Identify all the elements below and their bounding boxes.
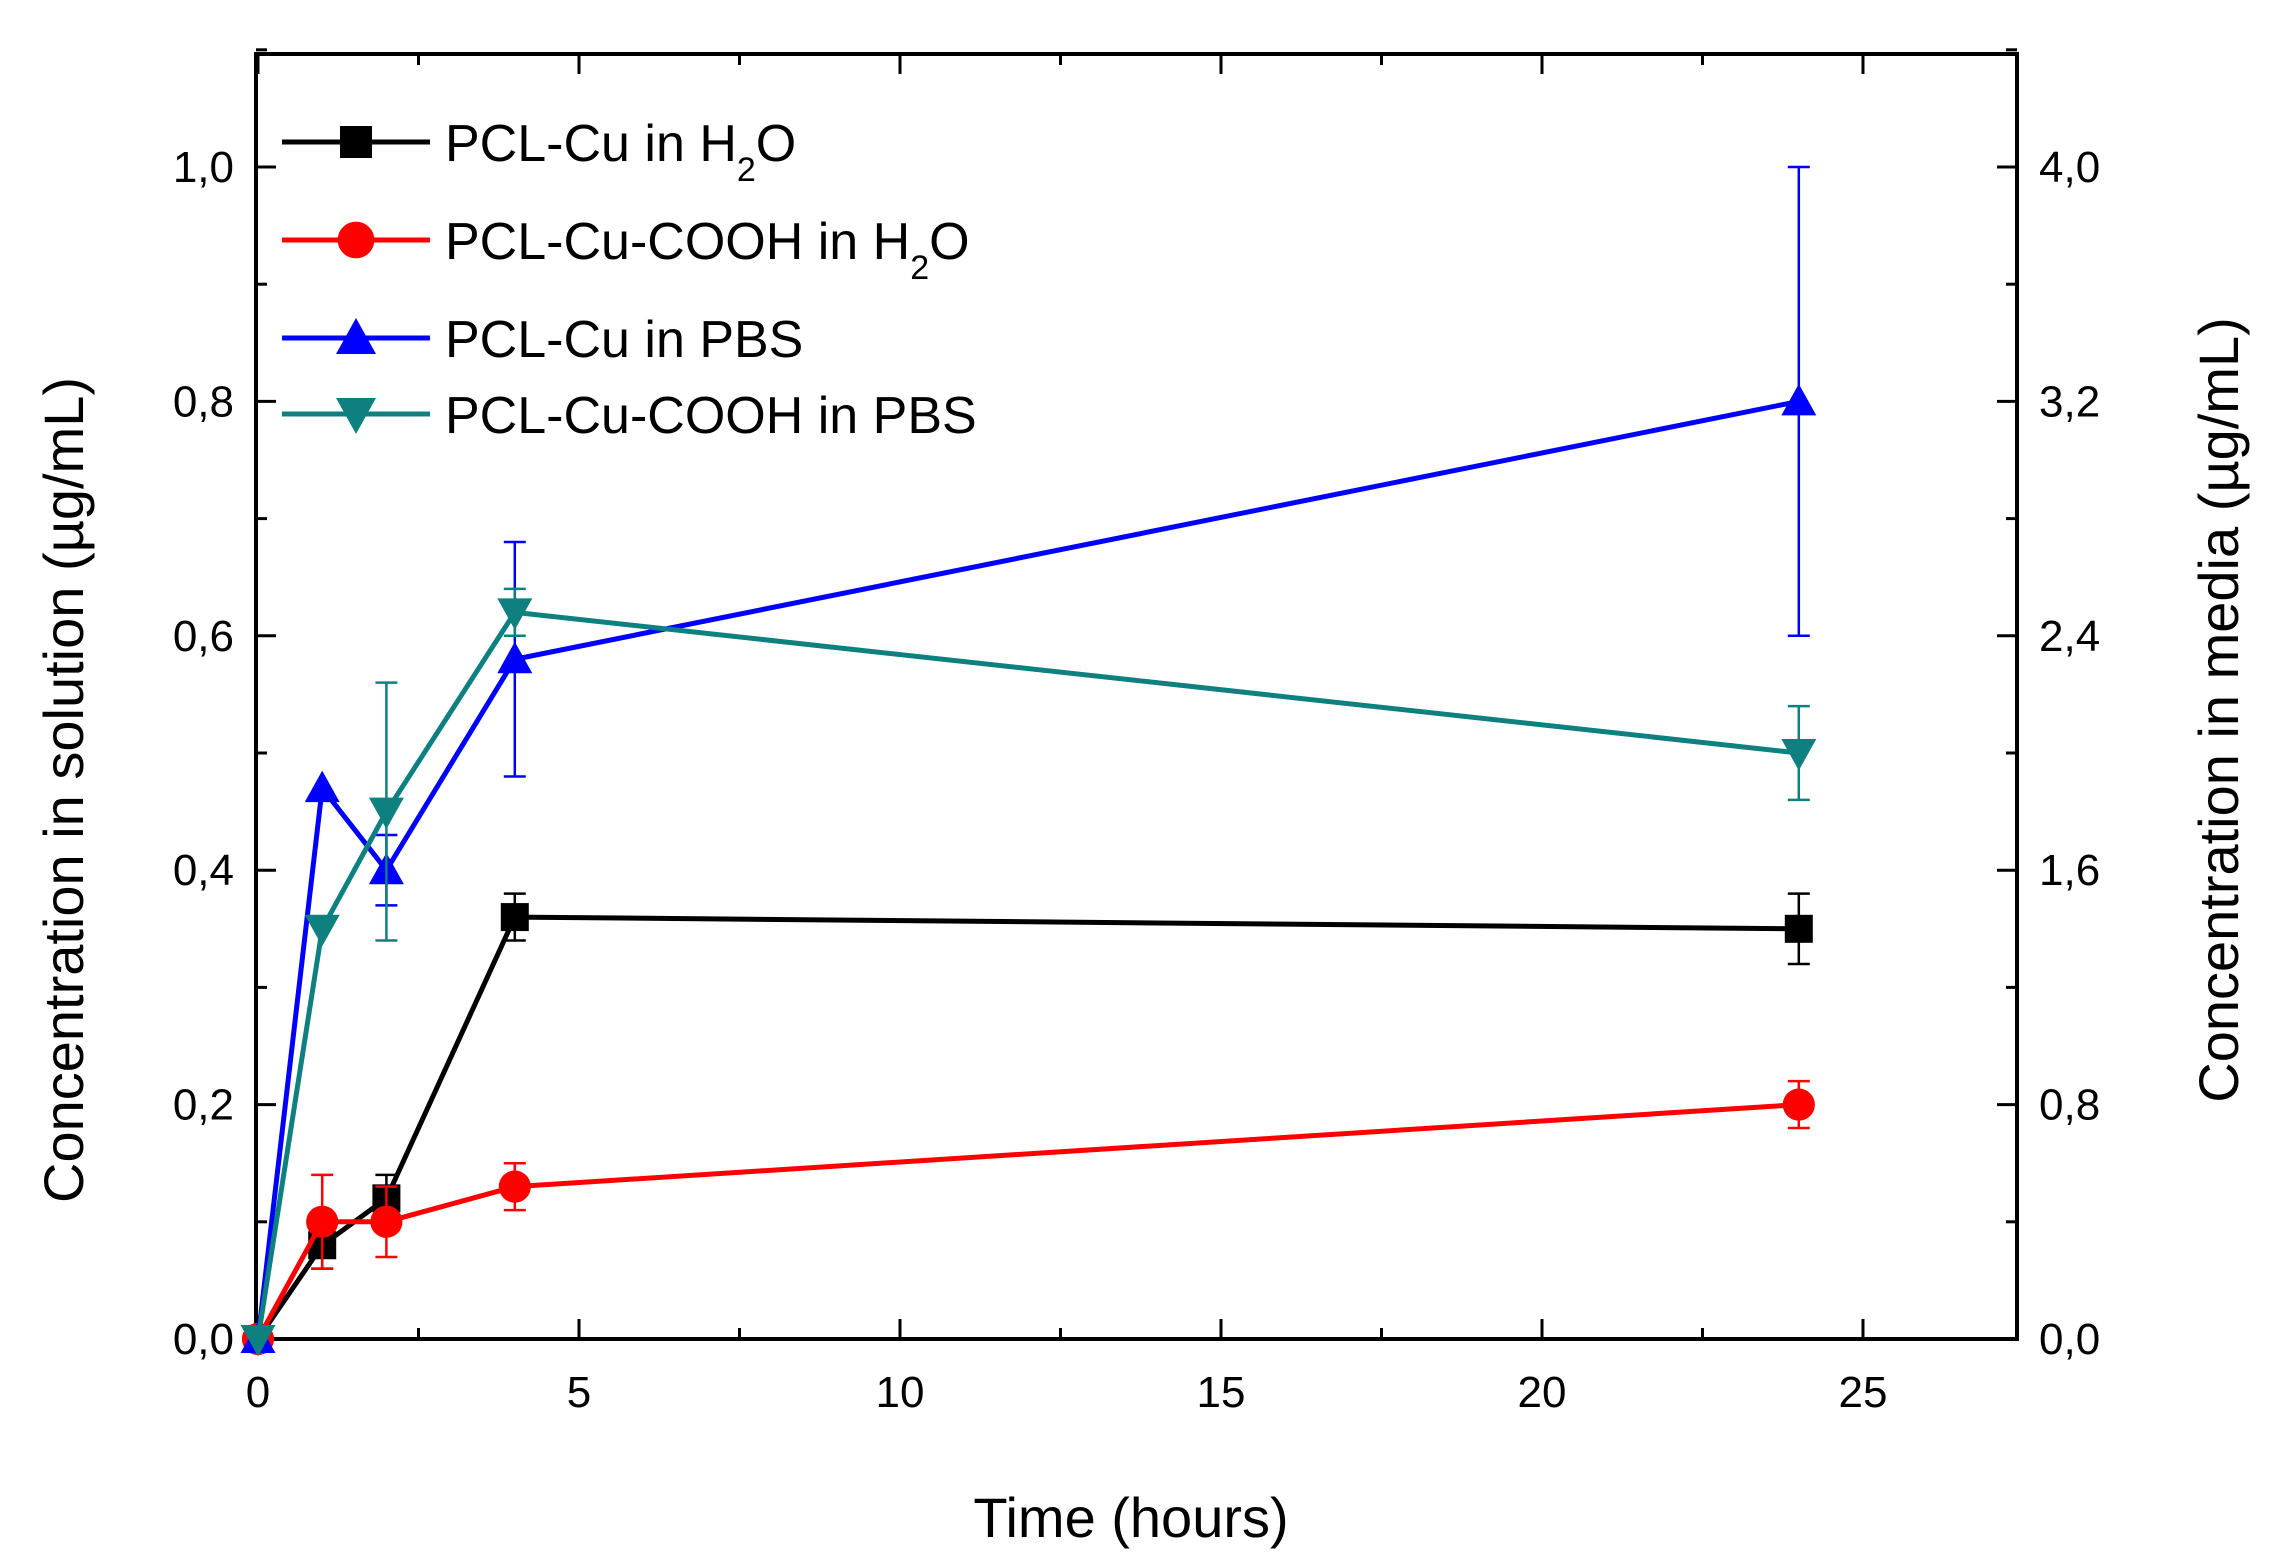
data-point bbox=[1781, 739, 1817, 771]
legend-label: PCL-Cu in PBS bbox=[445, 311, 803, 369]
x-tick-label: 10 bbox=[876, 1368, 925, 1417]
data-point bbox=[500, 903, 529, 932]
legend-marker bbox=[340, 126, 372, 158]
data-point bbox=[304, 770, 340, 803]
series-3 bbox=[240, 587, 1817, 1357]
series-line bbox=[255, 914, 1799, 1341]
data-point bbox=[497, 641, 533, 674]
y2-tick-label: 4,0 bbox=[2039, 143, 2100, 192]
data-point bbox=[240, 1325, 276, 1357]
y-tick-label: 0,0 bbox=[173, 1315, 234, 1364]
y2-tick-label: 0,0 bbox=[2039, 1315, 2100, 1364]
x-tick-label: 20 bbox=[1518, 1368, 1567, 1417]
y2-tick-label: 0,8 bbox=[2039, 1081, 2100, 1130]
legend-label: PCL-Cu-COOH in H2O bbox=[445, 213, 970, 287]
legend-marker bbox=[337, 221, 375, 259]
y-tick-label: 0,2 bbox=[173, 1081, 234, 1130]
plot-frame bbox=[254, 52, 2019, 1341]
y-axis-title: Concentration in solution (µg/mL) bbox=[32, 377, 95, 1203]
y-tick-label: 1,0 bbox=[173, 143, 234, 192]
y2-tick-label: 3,2 bbox=[2039, 377, 2100, 426]
legend: PCL-Cu in H2O PCL-Cu-COOH in H2O PCL-Cu in… bbox=[282, 115, 977, 445]
legend-label: PCL-Cu in H2O bbox=[445, 115, 796, 189]
y2-axis-title: Concentration in media (µg/mL) bbox=[2187, 317, 2250, 1103]
data-point bbox=[304, 914, 340, 947]
x-tick-label: 5 bbox=[567, 1368, 591, 1417]
data-point bbox=[306, 1205, 339, 1238]
data-point bbox=[368, 797, 404, 830]
y2-tick-label: 2,4 bbox=[2039, 612, 2100, 661]
y2-tick-label: 1,6 bbox=[2039, 846, 2100, 895]
data-point bbox=[497, 598, 533, 630]
x-tick-label: 0 bbox=[246, 1368, 270, 1417]
data-point bbox=[1782, 1088, 1815, 1121]
legend-marker bbox=[336, 398, 376, 434]
x-tick-label: 25 bbox=[1839, 1368, 1888, 1417]
series-0 bbox=[244, 892, 1813, 1353]
x-tick-label: 15 bbox=[1197, 1368, 1246, 1417]
legend-label: PCL-Cu-COOH in PBS bbox=[445, 387, 977, 445]
axes-layer: 0 5 10 15 20 25 0,0 0,2 0,4 0,6 0,8 1,0 0,0 0,8 1,6 2,4… bbox=[173, 48, 2100, 1417]
data-point bbox=[498, 1170, 531, 1203]
y-tick-label: 0,4 bbox=[173, 846, 234, 895]
x-axis-title: Time (hours) bbox=[973, 1486, 1288, 1549]
y-tick-label: 0,6 bbox=[173, 612, 234, 661]
y-tick-label: 0,8 bbox=[173, 377, 234, 426]
legend-marker bbox=[336, 318, 376, 354]
data-point bbox=[1784, 914, 1813, 943]
series-layer bbox=[240, 165, 1817, 1357]
series-line bbox=[255, 1102, 1799, 1341]
series-line bbox=[255, 398, 1800, 1340]
data-point bbox=[1781, 383, 1817, 416]
series-1 bbox=[241, 1079, 1815, 1356]
data-point bbox=[370, 1205, 403, 1238]
